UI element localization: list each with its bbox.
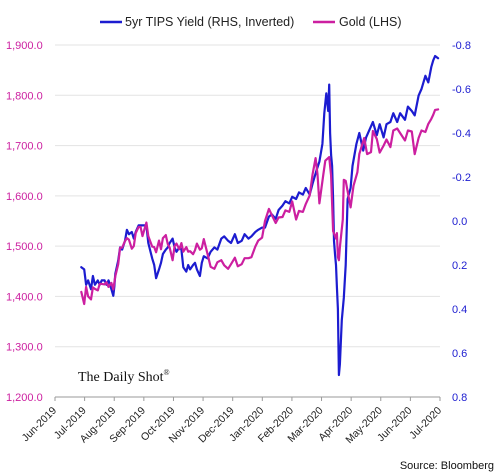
left-tick-label: 1,300.0 xyxy=(6,342,43,354)
right-tick-label: 0.8 xyxy=(452,392,467,404)
right-tick-label: 0.0 xyxy=(452,216,467,228)
right-tick-label: 0.6 xyxy=(452,348,467,360)
legend-label-gold: Gold (LHS) xyxy=(339,15,402,29)
watermark-mark: ® xyxy=(164,368,170,377)
right-tick-label: -0.8 xyxy=(452,40,471,52)
series-group xyxy=(80,54,440,377)
left-tick-label: 1,700.0 xyxy=(6,141,43,153)
right-tick-label: -0.6 xyxy=(452,84,471,96)
right-tick-label: -0.2 xyxy=(452,172,471,184)
tips-yield-line xyxy=(80,54,440,377)
left-tick-label: 1,400.0 xyxy=(6,291,43,303)
gold-price-line xyxy=(80,108,440,306)
right-tick-label: 0.2 xyxy=(452,260,467,272)
left-tick-label: 1,800.0 xyxy=(6,90,43,102)
left-axis: 1,200.0 1,300.0 1,400.0 1,500.0 1,600.0 1,700… xyxy=(6,40,43,404)
right-axis: 0.8 0.6 0.4 0.2 0.0 -0.2 -0.4 -0.6 -0.8 xyxy=(452,40,471,404)
left-tick-label: 1,900.0 xyxy=(6,40,43,52)
legend: 5yr TIPS Yield (RHS, Inverted) Gold (LHS… xyxy=(100,15,402,29)
left-tick-label: 1,500.0 xyxy=(6,241,43,253)
legend-label-tips: 5yr TIPS Yield (RHS, Inverted) xyxy=(125,15,294,29)
left-tick-label: 1,200.0 xyxy=(6,392,43,404)
right-tick-label: 0.4 xyxy=(452,304,467,316)
source-label: Source: Bloomberg xyxy=(400,460,494,472)
right-tick-label: -0.4 xyxy=(452,128,471,140)
watermark-name: The Daily Shot xyxy=(78,370,164,385)
left-tick-label: 1,600.0 xyxy=(6,191,43,203)
grid xyxy=(55,44,440,348)
watermark-text: The Daily Shot® xyxy=(78,368,170,385)
